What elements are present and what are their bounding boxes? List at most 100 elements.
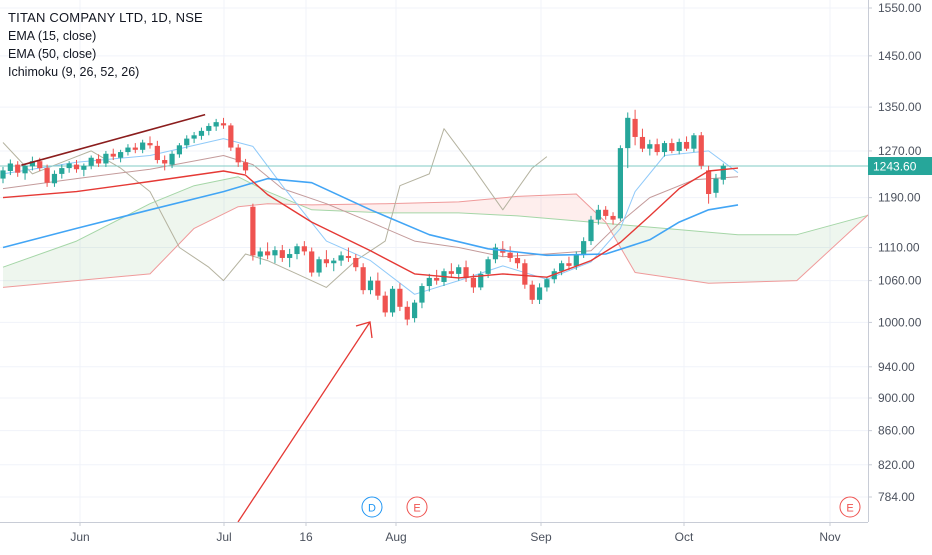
event-marker[interactable]: E	[406, 496, 428, 518]
candle-body	[228, 125, 234, 148]
candle-down	[44, 164, 50, 187]
candle-body	[382, 295, 388, 313]
candle-up	[367, 276, 374, 295]
candle-up	[676, 138, 682, 155]
event-marker-label: D	[368, 503, 376, 515]
candle-body	[551, 271, 557, 280]
candle-body	[345, 255, 352, 258]
candle-up	[118, 149, 124, 163]
ema15-line	[2, 167, 739, 279]
candle-body	[419, 286, 425, 303]
candle-up	[691, 133, 697, 153]
price-axis-bg	[868, 0, 932, 550]
candle-body	[360, 267, 366, 291]
candle-up	[125, 144, 131, 156]
candle-up	[617, 145, 623, 221]
candle-down	[162, 155, 168, 171]
candle-up	[661, 140, 668, 157]
candle-body	[632, 118, 638, 137]
candle-up	[588, 215, 594, 245]
candle-down	[323, 250, 329, 268]
candle-body	[191, 135, 197, 139]
candle-up	[536, 283, 543, 305]
candle-down	[147, 136, 153, 149]
candle-body	[95, 158, 102, 164]
candle-up	[412, 299, 418, 323]
price-tick-label: 1450.00	[878, 49, 922, 63]
time-tick-label: Jul	[216, 530, 231, 544]
ichimoku-cloud	[3, 176, 932, 288]
candle-up	[103, 150, 109, 167]
candle-body	[514, 257, 521, 264]
ichimoku-kijun	[2, 155, 739, 258]
candle-body	[220, 123, 227, 126]
candle-up	[29, 156, 35, 171]
candle-up	[257, 247, 263, 265]
trend-line	[21, 113, 206, 166]
candle-body	[625, 117, 631, 149]
candle-body	[316, 259, 322, 273]
candle-body	[37, 161, 43, 169]
candle-down	[279, 244, 285, 262]
candle-body	[198, 130, 205, 136]
candle-body	[654, 144, 660, 153]
candle-up	[389, 286, 396, 317]
event-marker[interactable]: D	[361, 496, 383, 518]
last-price-label: 1243.60	[873, 160, 917, 174]
candle-body	[29, 161, 35, 167]
candle-body	[485, 259, 491, 274]
candle-up	[272, 246, 278, 264]
candle-up	[419, 283, 425, 309]
candle-body	[412, 302, 418, 319]
candle-down	[397, 283, 403, 312]
legend-indicator-ema15[interactable]: EMA (15, close)	[8, 29, 97, 43]
candle-body	[88, 157, 94, 166]
candle-body	[294, 246, 300, 255]
candle-up	[559, 260, 565, 276]
candle-body	[397, 288, 403, 307]
candle-body	[176, 145, 182, 155]
candle-body	[59, 168, 65, 174]
candle-body	[110, 153, 116, 157]
candle-down	[220, 117, 227, 129]
time-tick-label: Aug	[385, 530, 406, 544]
candle-body	[713, 178, 719, 193]
candle-up	[316, 256, 322, 277]
candle-up	[595, 204, 601, 225]
candle-body	[81, 165, 87, 170]
candle-up	[184, 135, 190, 149]
legend-indicator-ichimoku[interactable]: Ichimoku (9, 26, 52, 26)	[8, 65, 140, 79]
candle-down	[434, 269, 440, 285]
candle-body	[265, 251, 271, 256]
candle-up	[713, 173, 719, 198]
candle-down	[500, 241, 506, 257]
candle-body	[147, 143, 153, 146]
candle-body	[617, 148, 623, 219]
candle-body	[676, 141, 682, 151]
candle-down	[382, 291, 388, 317]
candle-body	[588, 219, 594, 242]
last-price-badge	[868, 157, 932, 176]
candle-down	[242, 158, 249, 174]
candle-down	[228, 123, 234, 151]
candle-body	[639, 136, 646, 149]
candle-up	[426, 273, 432, 292]
candle-up	[213, 118, 219, 131]
event-marker[interactable]: E	[839, 496, 861, 518]
candle-down	[529, 280, 535, 305]
candle-up	[51, 170, 58, 187]
candle-body	[581, 241, 587, 255]
legend-indicator-ema50[interactable]: EMA (50, close)	[8, 47, 97, 61]
candle-down	[514, 252, 521, 269]
candle-down	[250, 203, 256, 261]
candle-body	[603, 209, 609, 216]
candle-body	[389, 288, 396, 313]
candle-body	[456, 267, 462, 274]
ema50-line	[2, 177, 739, 257]
candle-up	[198, 127, 205, 140]
candle-up	[7, 159, 13, 176]
cloud-bearish	[297, 194, 606, 224]
candle-body	[566, 263, 572, 266]
candle-body	[375, 280, 381, 296]
